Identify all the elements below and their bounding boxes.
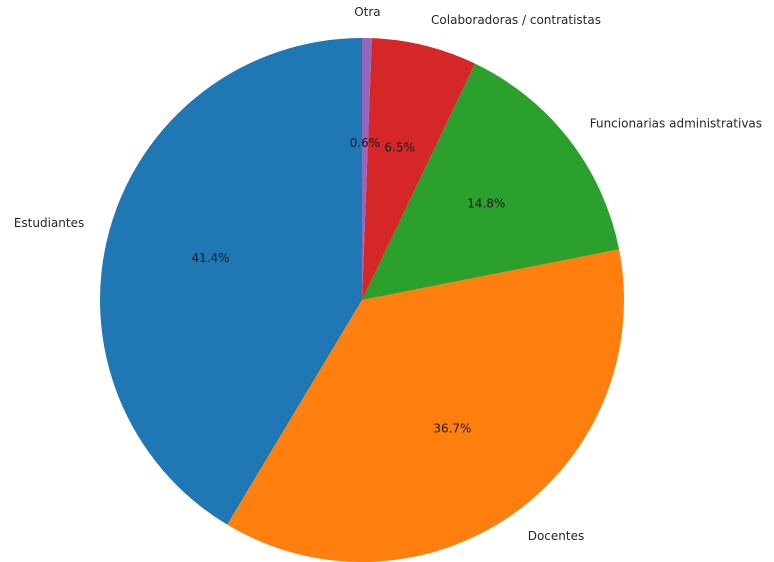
percentage-labels: 41.4% 36.7% 14.8% 6.5%0.6% xyxy=(191,136,505,436)
pie-slice-funcionarias-administrativas xyxy=(362,63,620,301)
category-label: Funcionarias administrativas xyxy=(590,116,762,130)
category-label: Otra xyxy=(354,5,380,19)
percentage-label: 14.8% xyxy=(467,197,505,211)
pie-slice-docentes xyxy=(227,249,624,562)
category-label: Docentes xyxy=(528,529,585,543)
percentage-label: 41.4% xyxy=(191,251,229,265)
pie-slice-colaboradoras-contratistas xyxy=(362,38,476,300)
pie-slice-otra xyxy=(362,38,372,300)
category-labels: Estudiantes Docentes Funcionarias administ… xyxy=(14,5,762,543)
percentage-label: 6.5% xyxy=(384,140,415,154)
percentage-label: 36.7% xyxy=(433,422,471,436)
pie-slice-estudiantes xyxy=(99,38,362,525)
percentage-label: 0.6% xyxy=(350,136,381,150)
category-label: Colaboradoras / contratistas xyxy=(431,13,601,27)
category-label: Estudiantes xyxy=(14,216,84,230)
pie-slices xyxy=(99,38,624,562)
